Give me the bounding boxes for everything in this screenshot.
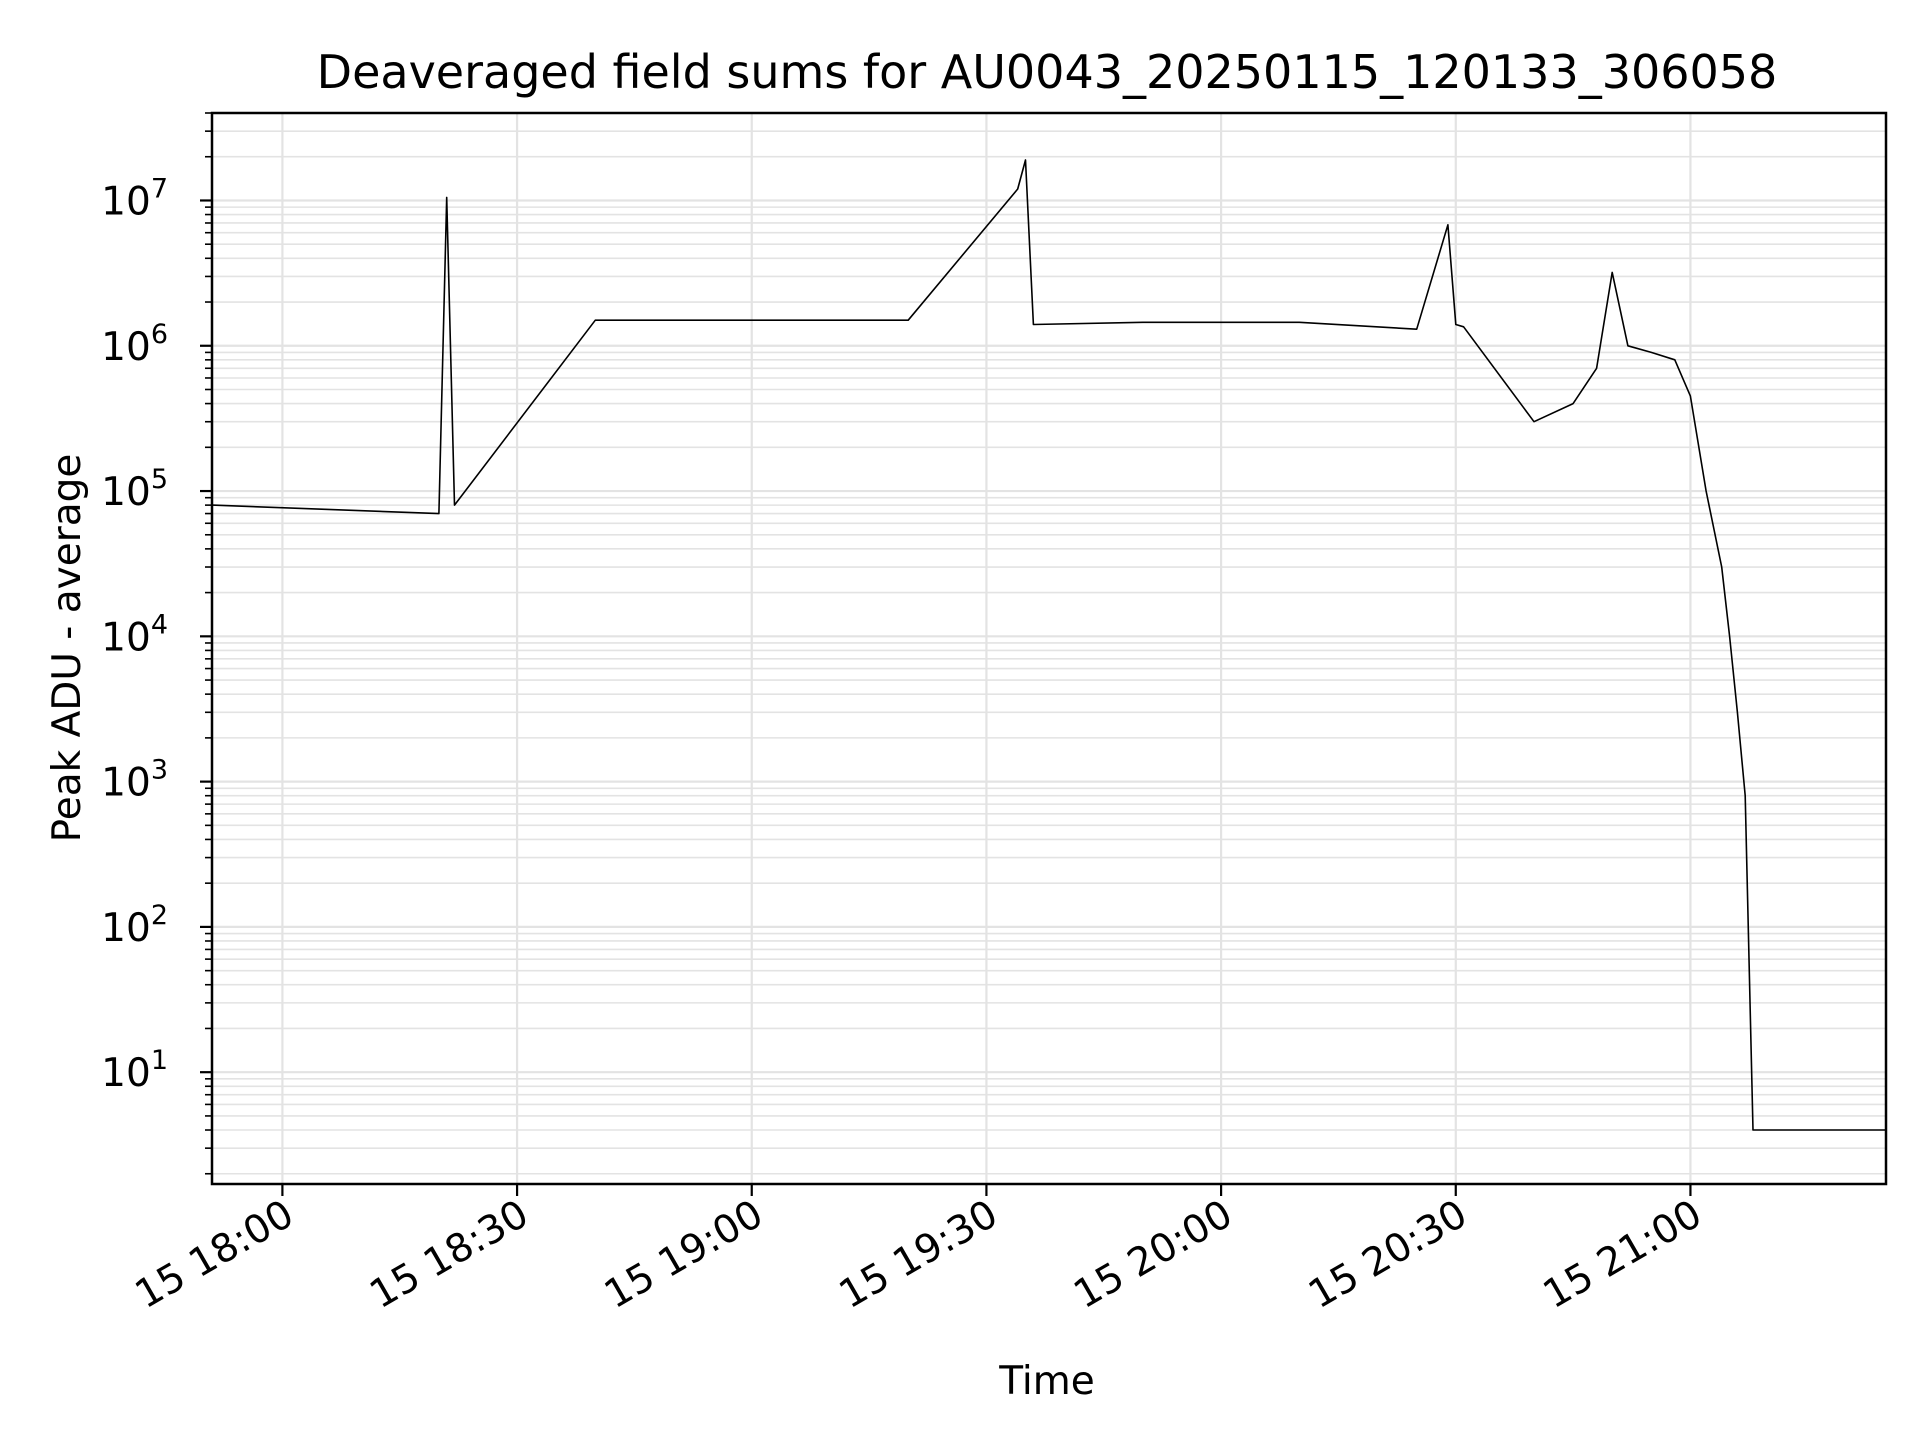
y-tick-exponent: 7	[151, 173, 168, 204]
y-tick-label: 101	[101, 1045, 168, 1096]
y-tick-exponent: 6	[151, 319, 168, 350]
y-tick-base: 10	[101, 761, 151, 806]
chart-title: Deaveraged field sums for AU0043_2025011…	[317, 45, 1778, 99]
series-layer	[211, 159, 1886, 1131]
x-axis-label: Time	[998, 1359, 1094, 1404]
y-tick-label: 105	[101, 464, 168, 515]
y-tick-label: 106	[101, 319, 168, 370]
y-tick-exponent: 4	[151, 609, 168, 640]
y-tick-label: 107	[101, 173, 168, 224]
y-tick-label: 104	[101, 609, 168, 660]
y-axis-label: Peak ADU - average	[45, 454, 90, 843]
y-tick-exponent: 1	[151, 1045, 168, 1076]
y-tick-base: 10	[101, 179, 151, 224]
plot-frame	[210, 111, 1888, 1186]
series-line	[211, 159, 1886, 1131]
y-tick-exponent: 5	[151, 464, 168, 495]
y-tick-label: 102	[101, 900, 168, 951]
y-tick-base: 10	[101, 906, 151, 951]
y-tick-base: 10	[101, 1051, 151, 1096]
y-tick-base: 10	[101, 615, 151, 660]
y-tick-base: 10	[101, 325, 151, 370]
y-tick-exponent: 2	[151, 900, 168, 931]
y-tick-base: 10	[101, 470, 151, 515]
grid-lines	[212, 112, 1886, 1184]
y-tick-exponent: 3	[151, 755, 168, 786]
y-tick-label: 103	[101, 755, 168, 806]
